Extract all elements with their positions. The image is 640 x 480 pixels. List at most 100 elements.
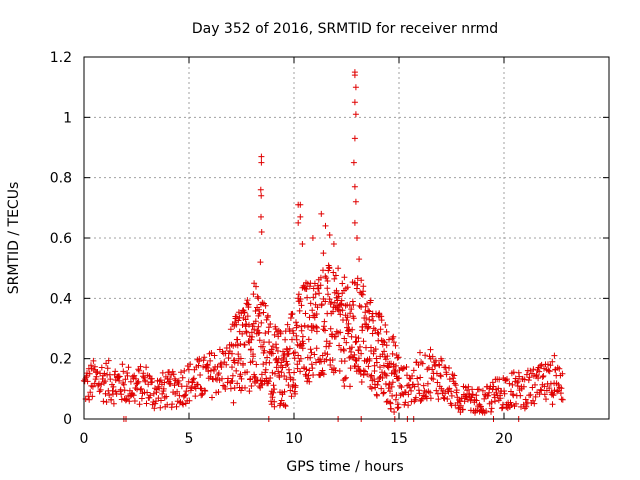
data-point xyxy=(335,265,342,272)
data-point xyxy=(430,376,437,383)
data-point xyxy=(541,365,547,372)
data-point xyxy=(476,386,482,393)
data-point xyxy=(363,315,370,322)
data-point xyxy=(387,388,393,395)
data-point xyxy=(379,369,385,376)
data-point xyxy=(382,322,389,328)
data-point xyxy=(94,369,101,375)
data-point xyxy=(237,341,244,347)
data-point xyxy=(405,391,412,398)
data-point xyxy=(365,363,372,370)
data-point xyxy=(315,285,321,292)
data-point xyxy=(183,388,190,395)
data-point xyxy=(547,362,554,369)
data-point xyxy=(394,401,401,408)
data-point xyxy=(498,405,505,412)
data-point xyxy=(459,406,466,413)
data-point xyxy=(347,383,353,390)
data-point xyxy=(126,398,133,405)
data-point xyxy=(299,345,306,352)
data-point xyxy=(229,364,235,371)
data-point xyxy=(89,393,96,400)
data-point xyxy=(558,385,565,392)
data-point xyxy=(200,357,207,364)
data-point xyxy=(344,284,351,291)
data-point xyxy=(348,344,355,351)
data-point xyxy=(159,390,166,397)
data-point xyxy=(116,377,123,384)
data-point xyxy=(258,159,265,166)
data-point xyxy=(134,380,141,386)
data-point xyxy=(335,307,342,314)
data-point xyxy=(378,385,385,392)
data-point xyxy=(276,374,283,381)
data-point xyxy=(429,366,436,373)
data-point xyxy=(383,342,390,349)
data-point xyxy=(488,405,495,412)
data-point xyxy=(267,321,274,327)
data-point xyxy=(336,342,343,349)
data-point xyxy=(473,397,480,404)
data-point xyxy=(537,363,544,369)
data-point xyxy=(272,370,278,377)
data-point xyxy=(320,267,326,274)
data-point xyxy=(464,387,471,394)
data-point xyxy=(380,362,387,369)
data-point xyxy=(258,192,265,199)
x-tick-label: 15 xyxy=(390,431,408,447)
data-point xyxy=(242,316,249,323)
data-point xyxy=(345,327,352,334)
data-point xyxy=(538,387,545,394)
data-point xyxy=(366,308,373,315)
data-point xyxy=(339,307,346,314)
data-point xyxy=(264,354,271,361)
data-point xyxy=(313,323,320,330)
data-point xyxy=(318,301,325,308)
data-point xyxy=(164,401,171,408)
data-point xyxy=(258,229,265,235)
data-point xyxy=(259,382,266,388)
data-point xyxy=(326,264,333,271)
data-point xyxy=(215,389,222,395)
data-point xyxy=(249,358,256,365)
data-point xyxy=(167,380,174,387)
data-point xyxy=(233,313,240,320)
data-point xyxy=(408,387,415,394)
data-point xyxy=(327,325,334,332)
data-point xyxy=(198,385,205,392)
data-point xyxy=(330,241,337,247)
data-point xyxy=(488,408,494,415)
data-point xyxy=(175,377,182,384)
data-point xyxy=(310,294,317,301)
data-point xyxy=(297,296,304,302)
y-tick-label: 1.2 xyxy=(50,50,72,66)
data-point xyxy=(370,317,377,324)
data-point xyxy=(307,300,314,307)
x-tick-label: 10 xyxy=(285,431,303,447)
data-point xyxy=(180,401,187,408)
data-point xyxy=(299,333,306,340)
data-point xyxy=(219,375,225,382)
data-point xyxy=(347,365,354,372)
data-point xyxy=(368,385,375,392)
data-point xyxy=(532,393,539,400)
data-point xyxy=(287,387,294,394)
data-point xyxy=(437,373,444,380)
data-point xyxy=(348,306,355,313)
x-tick-label: 5 xyxy=(185,431,194,447)
data-point xyxy=(364,300,370,307)
data-point xyxy=(227,385,234,392)
data-point xyxy=(309,365,316,372)
data-point xyxy=(501,390,508,397)
data-point xyxy=(354,235,360,241)
data-point xyxy=(91,363,98,370)
data-point xyxy=(549,401,556,408)
data-point xyxy=(368,372,375,379)
data-point xyxy=(196,355,203,362)
data-point xyxy=(367,373,374,380)
data-point xyxy=(321,318,328,325)
data-point xyxy=(492,398,498,405)
data-point xyxy=(266,339,273,346)
data-point xyxy=(163,393,170,400)
data-point xyxy=(244,313,251,320)
